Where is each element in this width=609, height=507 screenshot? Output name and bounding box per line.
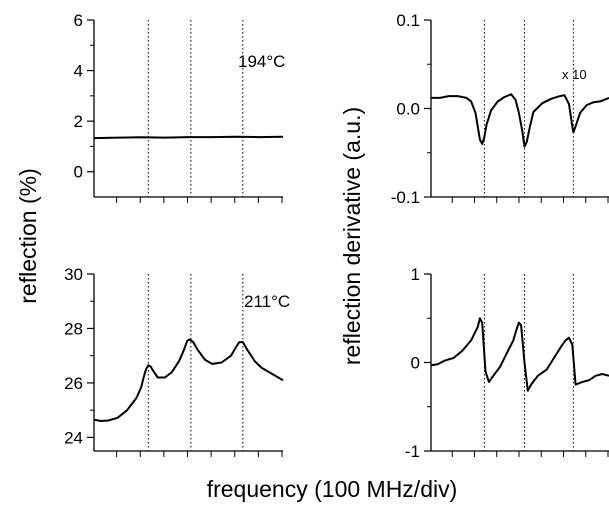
temperature-annotation-211: 211°C: [244, 292, 290, 311]
y-tick-label: 1: [411, 265, 420, 284]
panel-bottom-left: 24 26 28 30: [64, 265, 284, 457]
panel-bottom-right: -1 0 1: [405, 265, 609, 461]
panel-top-right: -0.1 0.0 0.1: [391, 11, 609, 207]
scale-annotation: x 10: [562, 67, 587, 82]
series-line: [431, 93, 609, 148]
y-tick-label: 30: [64, 265, 83, 284]
temperature-annotation-194: 194°C: [238, 52, 285, 71]
series-line: [430, 317, 609, 392]
y-tick-label: 2: [74, 112, 83, 131]
series-line: [93, 135, 284, 140]
y-tick-label: 26: [64, 374, 83, 393]
y-tick-label: 28: [64, 319, 83, 338]
panel-top-left: 0 2 4 6: [74, 11, 284, 203]
y-tick-label: 0.1: [396, 11, 420, 30]
y-tick-label: -0.1: [391, 188, 420, 207]
x-axis-label: frequency (100 MHz/div): [207, 476, 458, 502]
y-tick-label: 6: [74, 11, 83, 30]
y-tick-label: 24: [64, 428, 83, 447]
y-tick-label: 0.0: [396, 100, 420, 119]
y-tick-label: -1: [405, 442, 420, 461]
y-tick-label: 0: [74, 163, 83, 182]
y-tick-label: 4: [74, 62, 83, 81]
y-axis-label-left: reflection (%): [15, 168, 41, 303]
y-axis-label-right: reflection derivative (a.u.): [339, 107, 365, 365]
series-line: [93, 338, 284, 422]
y-tick-label: 0: [411, 354, 420, 373]
